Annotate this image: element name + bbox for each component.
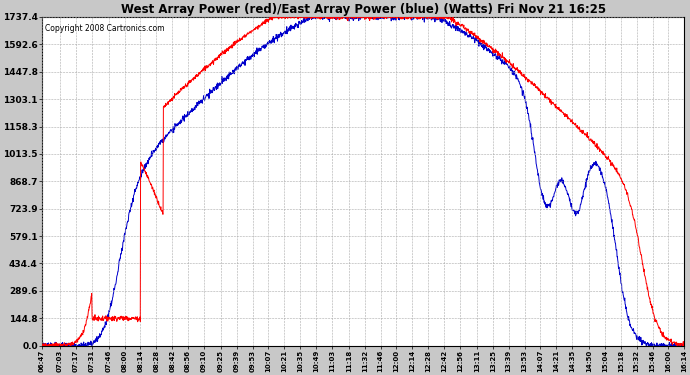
Title: West Array Power (red)/East Array Power (blue) (Watts) Fri Nov 21 16:25: West Array Power (red)/East Array Power … xyxy=(121,3,606,16)
Text: Copyright 2008 Cartronics.com: Copyright 2008 Cartronics.com xyxy=(45,24,165,33)
